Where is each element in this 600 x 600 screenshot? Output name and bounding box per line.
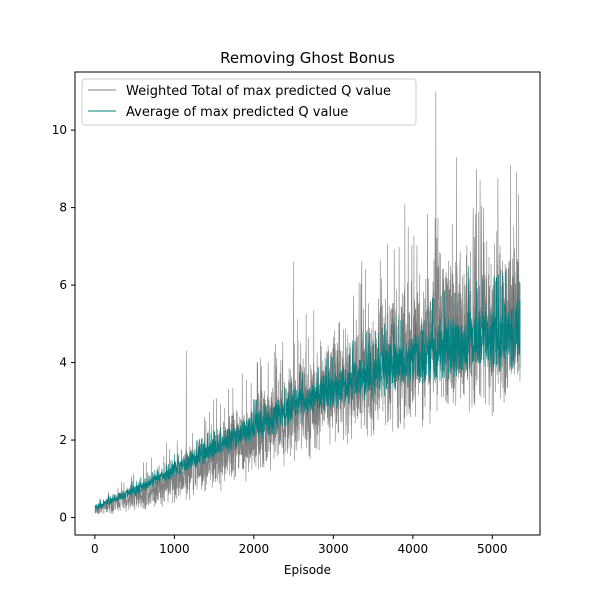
y-axis: 0 2 4 6 8 10 — [52, 123, 75, 525]
y-tick-label: 0 — [59, 511, 67, 525]
x-tick-label: 3000 — [318, 542, 349, 556]
chart-title: Removing Ghost Bonus — [220, 49, 395, 67]
x-axis-label: Episode — [284, 563, 331, 577]
plot-frame — [74, 71, 541, 536]
x-tick-label: 2000 — [239, 542, 270, 556]
y-tick-label: 8 — [59, 201, 67, 215]
legend-box — [81, 78, 417, 126]
series-layer — [94, 91, 521, 515]
series-line-average — [94, 265, 521, 511]
legend-label-weighted-total: Weighted Total of max predicted Q value — [126, 84, 391, 99]
x-tick-label: 0 — [91, 542, 99, 556]
x-axis: 0 1000 2000 3000 4000 5000 — [91, 535, 508, 556]
legend-label-average: Average of max predicted Q value — [126, 105, 348, 120]
x-tick-label: 1000 — [159, 542, 190, 556]
y-tick-label: 2 — [59, 433, 67, 447]
x-tick-label: 5000 — [477, 542, 508, 556]
y-tick-label: 6 — [59, 278, 67, 292]
legend: Weighted Total of max predicted Q value … — [81, 78, 417, 126]
x-tick-label: 4000 — [398, 542, 429, 556]
y-tick-label: 4 — [59, 356, 67, 370]
y-tick-label: 10 — [52, 123, 67, 137]
